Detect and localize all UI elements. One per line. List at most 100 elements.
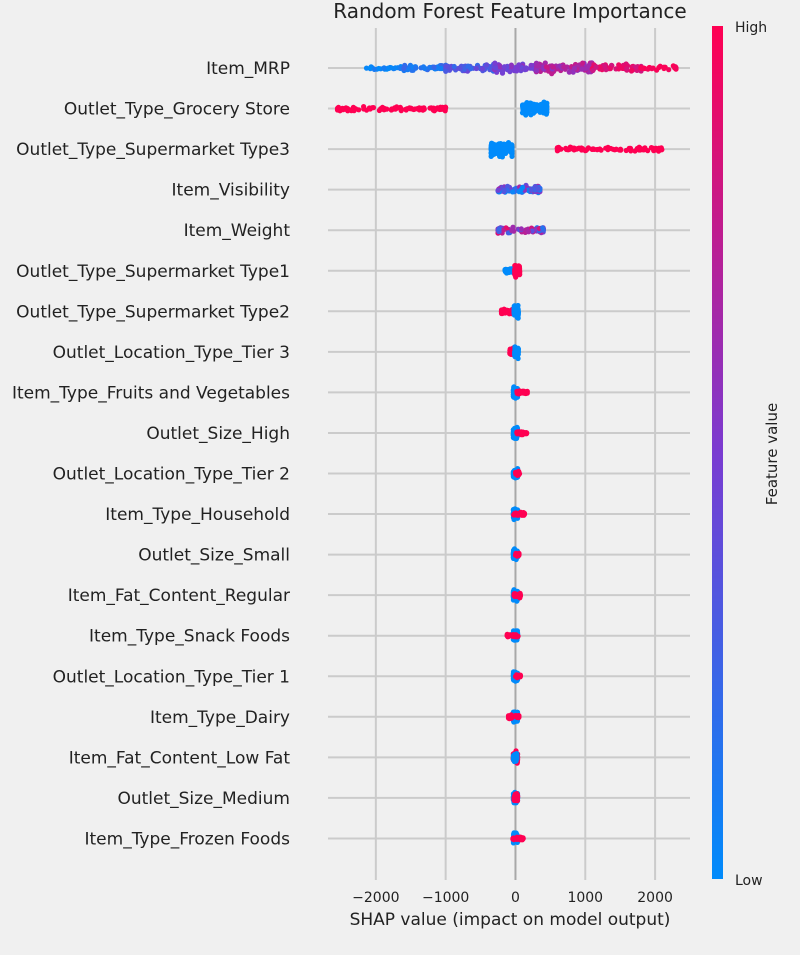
shap-point xyxy=(571,65,578,71)
shap-point xyxy=(616,62,622,68)
shap-point xyxy=(509,153,515,159)
shap-point xyxy=(461,66,467,72)
shap-point xyxy=(443,64,449,70)
shap-point xyxy=(509,149,515,155)
shap-point xyxy=(519,110,526,116)
shap-point xyxy=(389,106,395,112)
shap-point xyxy=(363,65,370,71)
shap-point xyxy=(654,67,660,73)
shap-point xyxy=(504,141,510,147)
shap-point xyxy=(495,187,501,193)
shap-point xyxy=(540,225,546,231)
shap-point xyxy=(340,107,346,113)
colorbar-low-label: Low xyxy=(735,873,763,889)
shap-point xyxy=(579,66,585,72)
x-ticks: −2000 −1000 0 1000 2000 xyxy=(352,890,673,906)
shap-point xyxy=(561,64,567,70)
feature-label: Outlet_Type_Supermarket Type2 xyxy=(16,302,290,322)
shap-point xyxy=(639,65,645,71)
shap-point xyxy=(544,109,550,115)
feature-label: Item_Type_Household xyxy=(105,505,290,525)
shap-point xyxy=(518,390,524,396)
shap-point xyxy=(521,511,528,517)
feature-label: Outlet_Size_Medium xyxy=(117,789,290,809)
shap-point xyxy=(526,229,532,235)
shap-point xyxy=(507,714,513,721)
shap-point xyxy=(528,62,534,68)
shap-point xyxy=(512,395,519,401)
shap-point xyxy=(501,187,507,193)
feature-label: Item_Type_Fruits and Vegetables xyxy=(12,383,290,403)
shap-point xyxy=(451,63,457,70)
shap-point xyxy=(508,62,514,68)
shap-point xyxy=(586,62,592,69)
shap-point xyxy=(543,64,550,70)
shap-point xyxy=(528,187,534,193)
shap-point xyxy=(520,836,526,842)
shap-point xyxy=(652,147,658,153)
feature-label: Outlet_Type_Grocery Store xyxy=(64,100,290,120)
shap-point xyxy=(608,145,614,152)
feature-label: Item_Type_Dairy xyxy=(150,708,290,728)
shap-point xyxy=(590,67,596,74)
shap-point xyxy=(492,60,498,66)
shap-point xyxy=(514,64,520,71)
shap-point xyxy=(554,145,561,151)
shap-point xyxy=(514,266,520,272)
shap-point xyxy=(513,591,519,598)
shap-point xyxy=(563,145,569,151)
feature-label: Item_Weight xyxy=(184,221,291,241)
shap-point xyxy=(662,64,668,70)
shap-point xyxy=(607,66,614,72)
feature-label: Item_Fat_Content_Low Fat xyxy=(69,748,291,768)
shap-point xyxy=(371,66,377,72)
shap-point xyxy=(566,69,572,75)
shap-point xyxy=(499,69,506,75)
shap-point xyxy=(489,148,495,154)
shap-point xyxy=(526,106,532,112)
grid-layer xyxy=(328,28,690,880)
shap-point xyxy=(376,107,382,114)
shap-point xyxy=(522,67,528,73)
feature-label: Item_Type_Snack Foods xyxy=(89,627,290,647)
shap-point xyxy=(512,791,518,797)
shap-point xyxy=(641,147,647,153)
shap-point xyxy=(550,64,556,70)
shap-point xyxy=(361,106,367,112)
shap-point xyxy=(431,64,437,70)
shap-point xyxy=(601,63,608,69)
shap-point xyxy=(514,752,520,758)
shap-point xyxy=(335,105,341,111)
shap-point xyxy=(509,228,515,234)
shap-point xyxy=(351,108,357,114)
shap-point xyxy=(649,65,655,71)
feature-label: Outlet_Size_Small xyxy=(138,546,290,566)
shap-point xyxy=(381,65,387,71)
shap-point xyxy=(514,835,520,842)
chart-title: Random Forest Feature Importance xyxy=(333,0,686,23)
shap-point xyxy=(421,105,427,111)
shap-point xyxy=(392,65,398,71)
shap-point xyxy=(612,147,618,153)
shap-point xyxy=(597,146,603,152)
shap-point xyxy=(593,64,599,70)
points-layer xyxy=(334,60,679,846)
shap-point xyxy=(632,64,639,70)
feature-label: Outlet_Type_Supermarket Type3 xyxy=(16,140,290,160)
shap-point xyxy=(515,346,521,352)
shap-point xyxy=(634,145,640,152)
shap-point xyxy=(672,65,678,71)
shap-point xyxy=(495,144,501,150)
colorbar-gradient xyxy=(712,26,723,879)
shap-point xyxy=(535,186,541,192)
feature-label: Outlet_Location_Type_Tier 3 xyxy=(53,343,290,363)
shap-point xyxy=(465,63,471,69)
shap-point xyxy=(538,101,544,107)
shap-point xyxy=(473,65,479,72)
shap-point xyxy=(401,65,407,71)
shap-point xyxy=(514,470,520,476)
shap-point xyxy=(513,352,519,358)
shap-point xyxy=(515,429,521,435)
